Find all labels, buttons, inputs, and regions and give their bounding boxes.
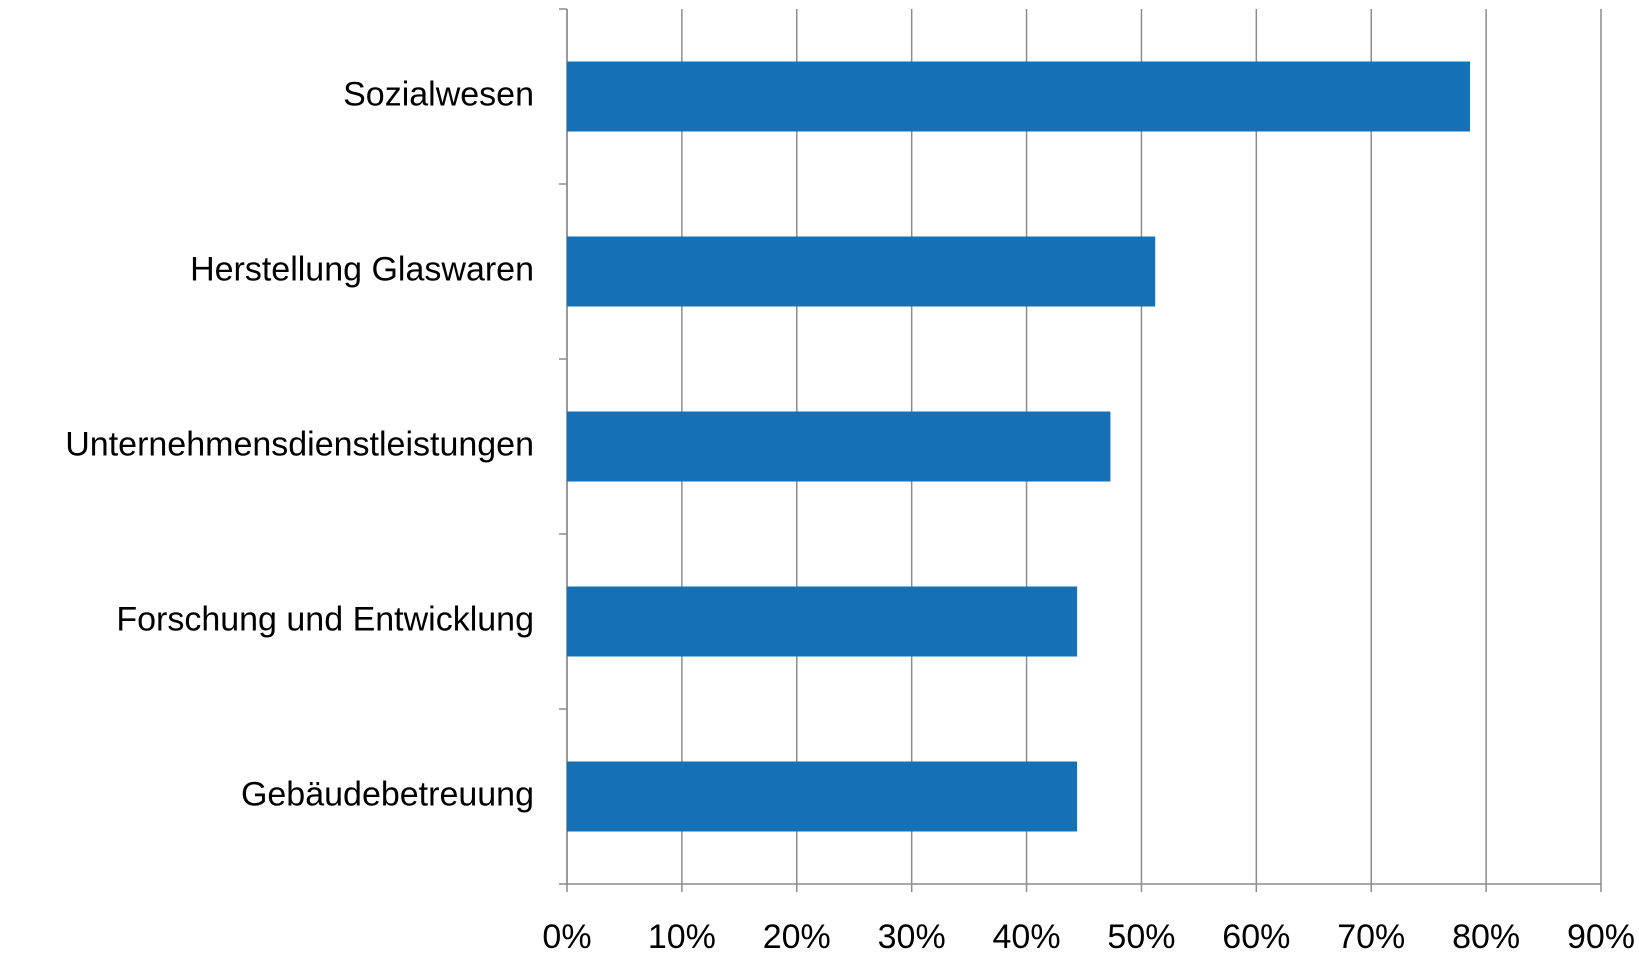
y-tick-label: Herstellung Glaswaren — [190, 250, 534, 288]
y-tick-label: Forschung und Entwicklung — [116, 600, 534, 638]
bar — [567, 61, 1471, 132]
x-tick-label: 80% — [1452, 918, 1520, 953]
x-tick-label: 30% — [878, 918, 946, 953]
x-tick-label: 40% — [993, 918, 1061, 953]
x-tick-label: 90% — [1567, 918, 1635, 953]
y-tick-label: Gebäudebetreuung — [241, 775, 534, 813]
x-tick-label: 20% — [763, 918, 831, 953]
y-tick-label: Unternehmensdienstleistungen — [65, 425, 534, 463]
x-tick-label: 50% — [1107, 918, 1175, 953]
bar — [567, 761, 1078, 832]
x-tick-label: 60% — [1222, 918, 1290, 953]
bar — [567, 586, 1078, 657]
x-tick-label: 10% — [648, 918, 716, 953]
x-tick-label: 70% — [1337, 918, 1405, 953]
x-tick-label: 0% — [542, 918, 591, 953]
y-tick-label: Sozialwesen — [343, 75, 534, 113]
bar — [567, 236, 1156, 307]
bar — [567, 411, 1111, 482]
